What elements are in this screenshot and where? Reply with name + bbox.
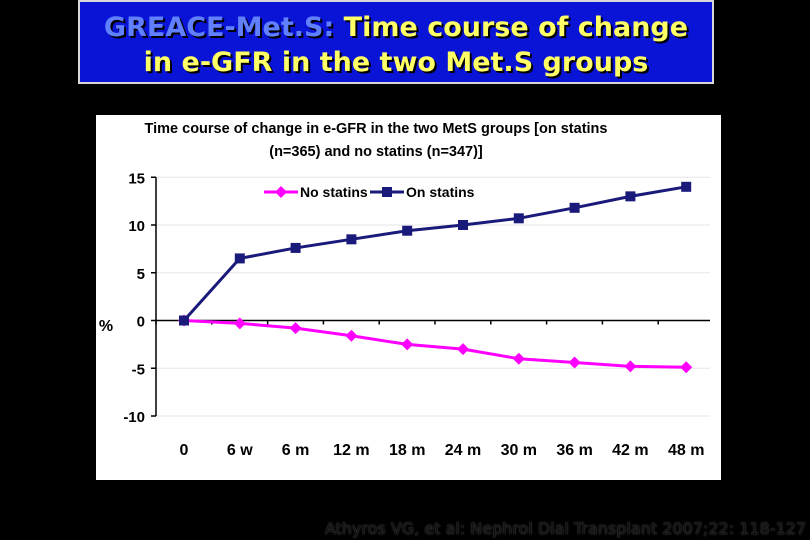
chart-title-line: Time course of change in e-GFR in the tw… <box>145 121 608 137</box>
slide-title-prefix: GREACE-Met.S: <box>103 12 335 43</box>
x-category-label: 6 w <box>227 442 253 459</box>
x-category-label: 30 m <box>501 442 537 459</box>
on-statins-point <box>290 242 301 253</box>
y-tick-label: 15 <box>128 170 145 187</box>
x-category-label: 0 <box>180 442 189 459</box>
x-category-label: 36 m <box>556 442 592 459</box>
y-tick-label: 10 <box>128 218 145 235</box>
no-statins-point <box>233 317 246 330</box>
citation: Athyros VG, et al: Nephrol Dial Transpla… <box>324 519 806 538</box>
x-category-label: 24 m <box>445 442 481 459</box>
legend-no-statins-marker <box>275 186 287 198</box>
on-statins-point <box>179 315 189 326</box>
on-statins-point <box>402 225 413 236</box>
on-statins-point <box>513 213 524 224</box>
slide-title-line-2: in e-GFR in the two Met.S groups <box>143 47 649 78</box>
y-tick-label: -10 <box>123 409 145 426</box>
no-statins-line <box>183 319 687 369</box>
y-axis-label: % <box>99 318 113 335</box>
no-statins-point <box>289 322 302 335</box>
no-statins-point <box>680 361 693 374</box>
x-category-label: 42 m <box>612 442 648 459</box>
legend-on-statins-marker <box>382 187 392 197</box>
slide-title-rest: Time course of change <box>343 12 689 43</box>
slide-title-box: GREACE-Met.S: Time course of change in e… <box>78 0 714 84</box>
legend-no-statins-label: No statins <box>300 184 368 200</box>
chart-panel: Time course of change in e-GFR in the tw… <box>96 115 721 480</box>
on-statins-point <box>569 202 580 213</box>
no-statins-point <box>345 329 358 342</box>
no-statins-point <box>624 360 637 373</box>
y-tick-label: 5 <box>137 266 145 283</box>
legend-on-statins-label: On statins <box>406 184 475 200</box>
on-statins-point <box>346 234 357 245</box>
no-statins-point <box>457 343 469 356</box>
on-statins-point <box>458 220 468 230</box>
y-tick-label: 0 <box>137 314 145 331</box>
egfr-line-chart: Time course of change in e-GFR in the tw… <box>99 121 710 459</box>
x-category-label: 18 m <box>389 442 425 459</box>
chart-title-line: (n=365) and no statins (n=347)] <box>269 144 483 160</box>
no-statins-point <box>401 338 414 351</box>
on-statins-line <box>182 185 687 322</box>
slide-title-line-1: GREACE-Met.S: Time course of change <box>80 12 712 44</box>
on-statins-point <box>234 253 245 264</box>
on-statins-point <box>625 191 636 202</box>
no-statins-point <box>568 356 581 369</box>
on-statins-point <box>681 181 692 192</box>
x-category-label: 48 m <box>668 442 704 459</box>
x-category-label: 6 m <box>282 442 310 459</box>
x-category-label: 12 m <box>333 442 369 459</box>
y-tick-label: -5 <box>132 361 145 378</box>
no-statins-point <box>512 352 525 365</box>
